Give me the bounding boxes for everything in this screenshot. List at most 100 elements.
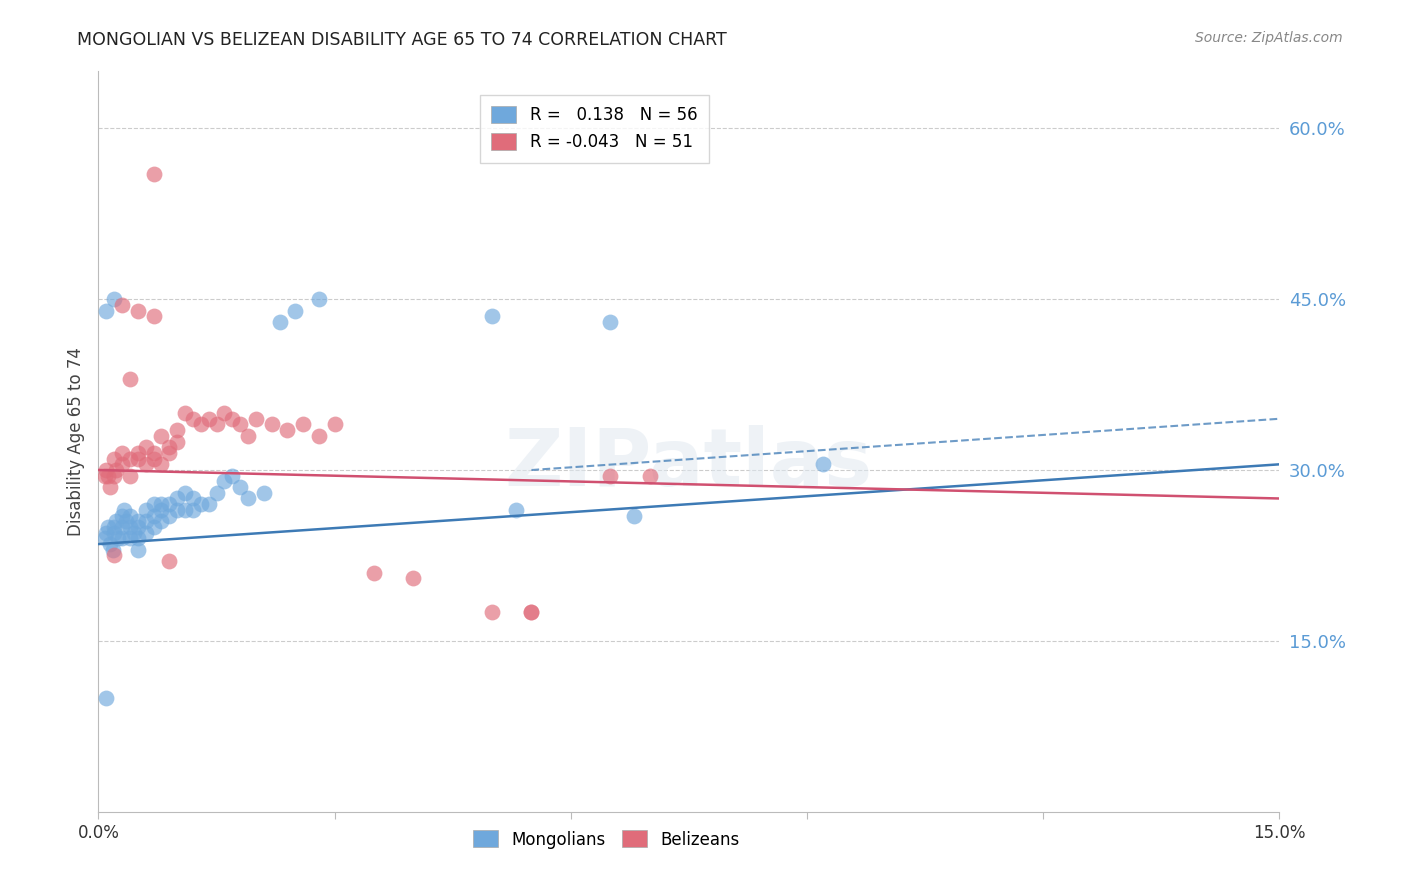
Point — [481, 606, 503, 620]
Point — [150, 458, 173, 472]
Point — [205, 417, 228, 432]
Point — [118, 532, 141, 546]
Point — [118, 468, 141, 483]
Point — [142, 167, 165, 181]
Point — [111, 458, 134, 472]
Point — [111, 520, 134, 534]
Point — [135, 514, 157, 528]
Point — [308, 429, 330, 443]
Point — [229, 480, 252, 494]
Text: Source: ZipAtlas.com: Source: ZipAtlas.com — [1195, 31, 1343, 45]
Point — [111, 532, 134, 546]
Point — [166, 503, 188, 517]
Text: MONGOLIAN VS BELIZEAN DISABILITY AGE 65 TO 74 CORRELATION CHART: MONGOLIAN VS BELIZEAN DISABILITY AGE 65 … — [77, 31, 727, 49]
Point — [135, 458, 157, 472]
Point — [135, 503, 157, 517]
Point — [245, 411, 267, 425]
Point — [142, 310, 165, 324]
Point — [190, 497, 212, 511]
Point — [115, 514, 138, 528]
Point — [127, 303, 149, 318]
Point — [181, 491, 204, 506]
Point — [135, 440, 157, 454]
Point — [111, 508, 134, 523]
Point — [122, 525, 145, 540]
Point — [118, 451, 141, 466]
Point — [103, 525, 125, 540]
Point — [97, 468, 120, 483]
Point — [253, 485, 276, 500]
Point — [205, 485, 228, 500]
Point — [221, 468, 243, 483]
Point — [181, 503, 204, 517]
Point — [166, 491, 188, 506]
Point — [157, 446, 180, 460]
Point — [118, 508, 141, 523]
Point — [520, 606, 543, 620]
Point — [481, 310, 503, 324]
Point — [107, 532, 129, 546]
Point — [236, 429, 259, 443]
Point — [93, 468, 115, 483]
Point — [214, 406, 236, 420]
Point — [638, 468, 661, 483]
Point — [157, 508, 180, 523]
Point — [236, 491, 259, 506]
Point — [127, 532, 149, 546]
Point — [292, 417, 315, 432]
Point — [111, 446, 134, 460]
Point — [96, 303, 118, 318]
Point — [96, 690, 118, 705]
Point — [520, 606, 543, 620]
Point — [127, 542, 149, 557]
Point — [150, 514, 173, 528]
Point — [98, 537, 121, 551]
Point — [127, 514, 149, 528]
Point — [214, 475, 236, 489]
Point — [101, 542, 124, 557]
Point — [623, 508, 645, 523]
Point — [93, 532, 115, 546]
Point — [142, 508, 165, 523]
Point — [229, 417, 252, 432]
Text: ZIPatlas: ZIPatlas — [505, 425, 873, 503]
Point — [103, 292, 125, 306]
Point — [127, 451, 149, 466]
Legend: Mongolians, Belizeans: Mongolians, Belizeans — [467, 823, 747, 855]
Point — [118, 372, 141, 386]
Point — [166, 423, 188, 437]
Point — [308, 292, 330, 306]
Point — [103, 451, 125, 466]
Point — [166, 434, 188, 449]
Point — [118, 520, 141, 534]
Point — [157, 440, 180, 454]
Point — [112, 503, 135, 517]
Point — [96, 525, 118, 540]
Point — [402, 571, 425, 585]
Point — [174, 406, 197, 420]
Point — [599, 468, 621, 483]
Y-axis label: Disability Age 65 to 74: Disability Age 65 to 74 — [67, 347, 86, 536]
Point — [811, 458, 834, 472]
Point — [127, 446, 149, 460]
Point — [190, 417, 212, 432]
Point — [142, 520, 165, 534]
Point — [150, 429, 173, 443]
Point — [142, 451, 165, 466]
Point — [269, 315, 291, 329]
Point — [98, 480, 121, 494]
Point — [323, 417, 346, 432]
Point — [103, 520, 125, 534]
Point — [103, 549, 125, 563]
Point — [284, 303, 307, 318]
Point — [97, 520, 120, 534]
Point — [197, 411, 219, 425]
Point — [181, 411, 204, 425]
Point — [111, 298, 134, 312]
Point — [599, 315, 621, 329]
Point — [363, 566, 385, 580]
Point — [96, 463, 118, 477]
Point — [135, 525, 157, 540]
Point — [103, 468, 125, 483]
Point — [142, 446, 165, 460]
